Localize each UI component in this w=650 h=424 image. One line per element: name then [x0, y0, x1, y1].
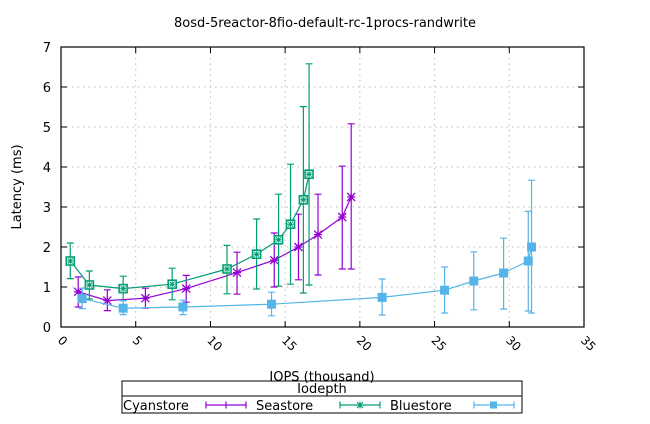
- data-point-square: [527, 242, 537, 252]
- y-tick-label: 5: [43, 121, 51, 136]
- data-point-star-glyph: [120, 285, 127, 292]
- series-bluestore: [77, 179, 537, 317]
- data-point-square: [469, 276, 479, 286]
- grid: [61, 47, 584, 327]
- x-tick-label: 10: [204, 333, 225, 354]
- data-point-plus: [232, 268, 242, 278]
- data-point-square: [499, 268, 509, 278]
- legend: Iodepth Cyanstore Seastore Bluestore: [121, 380, 523, 414]
- data-point-plus: [293, 242, 303, 252]
- data-point-square: [118, 303, 128, 313]
- data-point-star-glyph: [86, 282, 93, 288]
- data-point-star-glyph: [67, 258, 74, 264]
- data-point-square: [178, 302, 188, 312]
- data-point-plus: [346, 192, 356, 202]
- data-point-plus: [313, 230, 323, 240]
- legend-label: Cyanstore: [123, 399, 189, 414]
- series-cyanstore: [73, 123, 356, 312]
- data-point-plus: [181, 284, 191, 294]
- series-layer: [65, 63, 537, 317]
- series-line: [82, 246, 533, 309]
- data-point-star-glyph: [306, 171, 313, 178]
- data-point-star-glyph: [253, 251, 260, 258]
- data-point-plus: [337, 212, 347, 222]
- data-point-square: [377, 292, 387, 302]
- x-tick-label: 5: [130, 333, 145, 348]
- legend-title: Iodepth: [297, 382, 347, 397]
- data-point-plus: [102, 296, 112, 306]
- y-tick-label: 4: [43, 161, 51, 176]
- y-tick-label: 1: [43, 281, 51, 296]
- data-point-star-glyph: [275, 236, 282, 243]
- y-tick-label: 2: [43, 241, 51, 256]
- data-point-plus: [140, 293, 150, 303]
- data-point-plus: [73, 287, 83, 297]
- data-point-square: [523, 256, 533, 266]
- legend-marker: [356, 401, 364, 409]
- data-point-star-glyph: [300, 196, 307, 203]
- data-point-square: [440, 285, 450, 295]
- plot-frame: [60, 46, 585, 328]
- data-point-square: [77, 294, 87, 304]
- x-tick-label: 25: [428, 333, 449, 354]
- y-tick-label: 0: [43, 321, 51, 336]
- x-tick-label: 15: [279, 333, 300, 354]
- data-point-plus: [269, 255, 279, 265]
- y-tick-label: 3: [43, 201, 51, 216]
- series-line: [78, 196, 352, 302]
- data-point-square: [267, 299, 277, 309]
- y-axis-label: Latency (ms): [10, 144, 25, 229]
- legend-label: Bluestore: [390, 399, 452, 414]
- data-point-star-glyph: [169, 281, 176, 288]
- data-point-star-glyph: [287, 221, 294, 228]
- series-line: [69, 174, 310, 290]
- x-tick-label: 30: [503, 333, 524, 354]
- x-tick-label: 20: [354, 333, 375, 354]
- legend-marker: [490, 401, 497, 409]
- x-tick-label: 35: [578, 333, 599, 354]
- x-tick-label: 0: [55, 333, 70, 348]
- y-tick-label: 6: [43, 81, 51, 96]
- series-seastore: [65, 63, 314, 302]
- y-tick-label: 7: [43, 41, 51, 56]
- legend-box: [121, 380, 523, 414]
- legend-label: Seastore: [256, 399, 313, 414]
- chart-title: 8osd-5reactor-8fio-default-rc-1procs-ran…: [174, 16, 476, 31]
- data-point-star-glyph: [224, 266, 231, 272]
